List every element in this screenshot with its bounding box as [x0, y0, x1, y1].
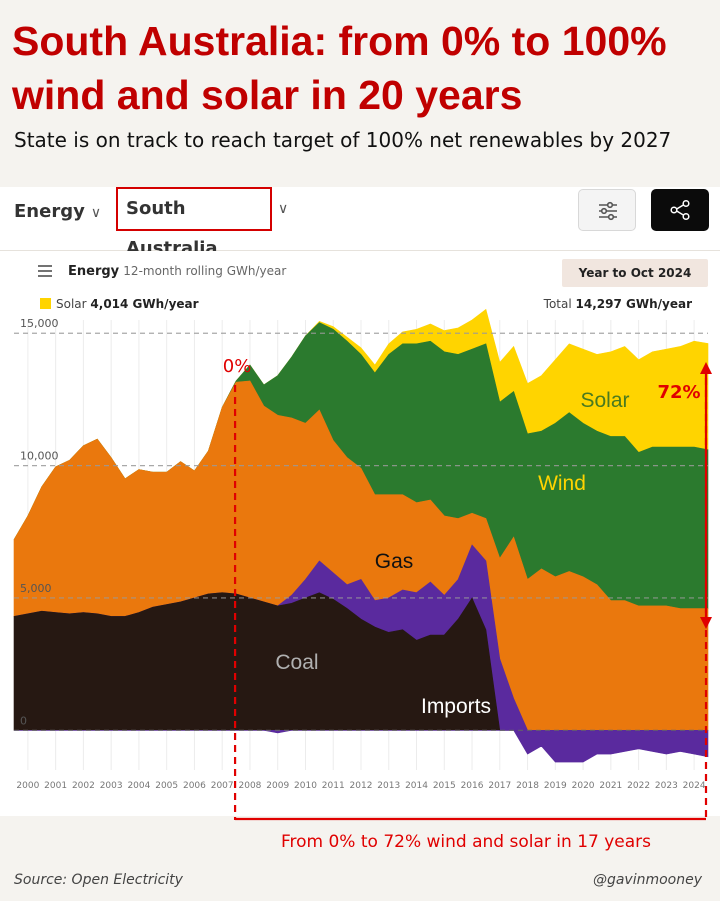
- panel-title-unit: 12-month rolling GWh/year: [123, 264, 287, 278]
- source-credit: Source: Open Electricity: [14, 872, 183, 888]
- x-tick-label: 2013: [377, 781, 400, 791]
- x-tick-label: 2009: [266, 781, 289, 791]
- x-tick-label: 2000: [16, 781, 39, 791]
- x-tick-label: 2019: [544, 781, 567, 791]
- series-label-gas: Gas: [375, 550, 414, 573]
- x-tick-label: 2015: [433, 781, 456, 791]
- total-value: 14,297 GWh/year: [575, 297, 692, 311]
- x-tick-label: 2011: [322, 781, 345, 791]
- panel-title: Energy 12-month rolling GWh/year: [68, 264, 286, 279]
- y-tick-label: 10,000: [20, 450, 59, 463]
- metric-dropdown-label: Energy: [14, 201, 85, 222]
- total-readout: Total 14,297 GWh/year: [544, 297, 692, 311]
- author-handle: @gavinmooney: [592, 872, 702, 888]
- x-tick-label: 2010: [294, 781, 317, 791]
- share-button[interactable]: [651, 189, 709, 231]
- legend-swatch-solar: [40, 298, 51, 309]
- area-imports-negative: [14, 729, 709, 763]
- x-tick-label: 2005: [155, 781, 178, 791]
- series-label-imports: Imports: [421, 695, 491, 718]
- series-label-wind: Wind: [538, 472, 586, 495]
- sliders-icon: [599, 201, 617, 221]
- x-tick-label: 2008: [239, 781, 262, 791]
- chevron-down-icon: ∨: [90, 205, 102, 221]
- title-line-2: wind and solar in 20 years: [12, 72, 523, 118]
- chevron-down-icon[interactable]: ∨: [278, 201, 289, 217]
- total-label: Total: [543, 297, 572, 311]
- chart-toolbar: Energy ∨ South Australia ∨: [0, 187, 720, 259]
- title-line-1: South Australia: from 0% to 100%: [12, 18, 667, 64]
- legend-solar: Solar 4,014 GWh/year: [40, 297, 199, 311]
- page-title: South Australia: from 0% to 100% wind an…: [12, 14, 712, 122]
- x-tick-label: 2017: [488, 781, 511, 791]
- x-tick-label: 2012: [350, 781, 373, 791]
- y-tick-label: 0: [20, 714, 27, 727]
- legend-series-name: Solar: [56, 297, 87, 311]
- x-tick-label: 2023: [655, 781, 678, 791]
- panel-title-metric: Energy: [68, 264, 120, 279]
- x-tick-label: 2021: [599, 781, 622, 791]
- menu-icon[interactable]: [38, 265, 52, 277]
- x-tick-label: 2022: [627, 781, 650, 791]
- x-tick-label: 2002: [72, 781, 95, 791]
- x-tick-label: 2001: [44, 781, 67, 791]
- annotation-start-pct: 0%: [223, 356, 252, 377]
- filter-button[interactable]: [578, 189, 636, 231]
- y-tick-label: 5,000: [20, 582, 52, 595]
- annotation-end-pct: 72%: [657, 382, 700, 403]
- y-tick-label: 15,000: [20, 317, 59, 330]
- x-tick-label: 2006: [183, 781, 206, 791]
- x-tick-label: 2018: [516, 781, 539, 791]
- x-tick-label: 2020: [572, 781, 595, 791]
- legend-series-value: 4,014 GWh/year: [90, 297, 199, 311]
- x-tick-label: 2007: [211, 781, 234, 791]
- x-tick-label: 2014: [405, 781, 428, 791]
- x-tick-label: 2004: [127, 781, 150, 791]
- series-label-solar: Solar: [580, 389, 629, 412]
- x-tick-label: 2024: [683, 781, 706, 791]
- page-subtitle: State is on track to reach target of 100…: [14, 128, 672, 152]
- metric-dropdown[interactable]: Energy ∨: [14, 201, 101, 222]
- share-icon: [670, 199, 690, 221]
- annotation-bottom-note: From 0% to 72% wind and solar in 17 year…: [281, 832, 651, 852]
- series-label-coal: Coal: [275, 651, 318, 674]
- x-tick-label: 2003: [100, 781, 123, 791]
- x-tick-label: 2016: [461, 781, 484, 791]
- period-badge: Year to Oct 2024: [562, 259, 708, 287]
